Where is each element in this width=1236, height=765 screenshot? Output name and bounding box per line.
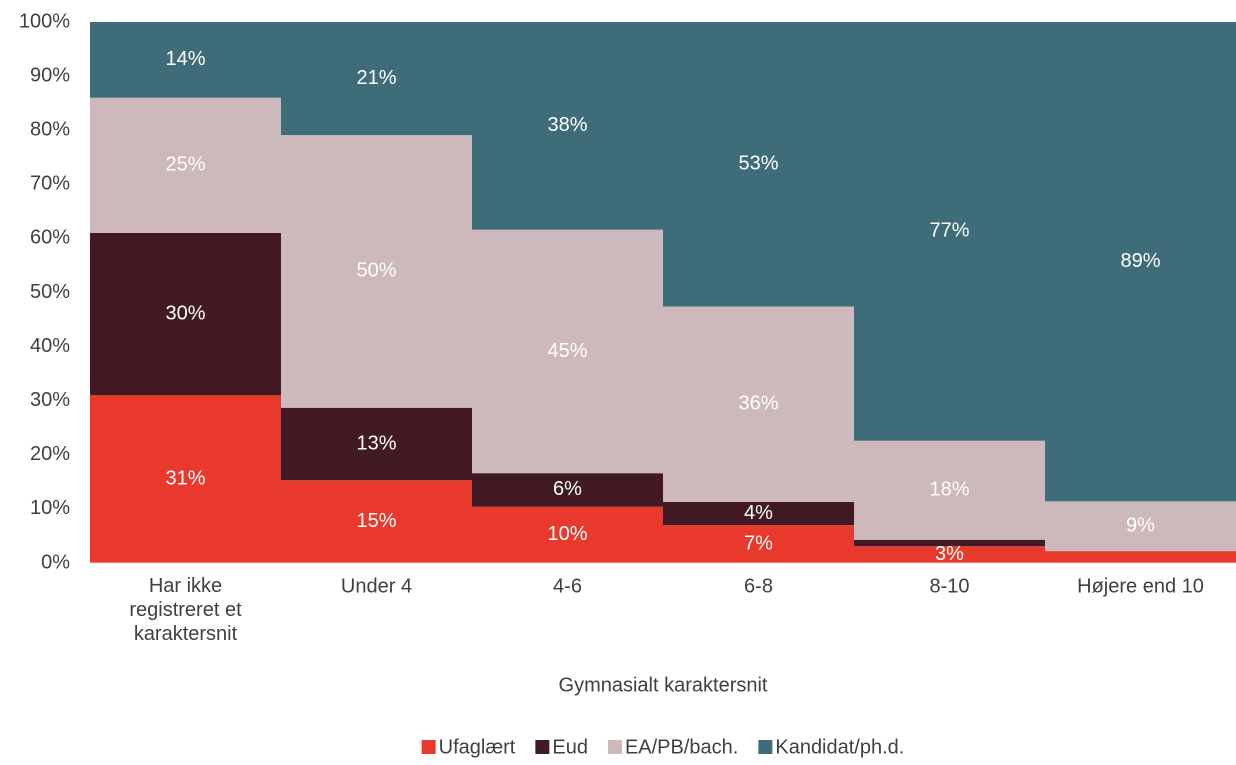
- data-label: 14%: [165, 48, 205, 70]
- bar-segment: [854, 22, 1045, 441]
- y-tick-label: 40%: [30, 335, 70, 357]
- bar-segment: [854, 440, 1045, 540]
- data-label: 38%: [547, 114, 587, 136]
- bar-segment: [472, 506, 663, 563]
- data-label: 45%: [547, 340, 587, 362]
- data-label: 13%: [356, 432, 396, 454]
- bar-segment: [1045, 551, 1236, 563]
- bar-segment: [663, 22, 854, 307]
- y-tick-label: 60%: [30, 227, 70, 249]
- data-label: 15%: [356, 510, 396, 532]
- bar-segment: [854, 546, 1045, 563]
- bar-segment: [1045, 22, 1236, 502]
- x-tick-label: Højere end 10: [1077, 575, 1204, 597]
- bar-segment: [90, 97, 281, 233]
- data-label: 31%: [165, 467, 205, 489]
- y-tick-label: 50%: [30, 281, 70, 303]
- y-tick-label: 70%: [30, 173, 70, 195]
- data-label: 50%: [356, 260, 396, 282]
- data-label: 18%: [929, 479, 969, 501]
- data-label: 10%: [547, 523, 587, 545]
- data-label: 53%: [738, 153, 778, 175]
- bar-segment: [281, 22, 472, 136]
- legend-label: Kandidat/ph.d.: [775, 736, 904, 758]
- bar-segment: [90, 395, 281, 563]
- x-tick-label: Har ikke registreret et karaktersnit: [129, 575, 242, 645]
- bar-segment: [663, 525, 854, 563]
- data-label: 36%: [738, 392, 778, 414]
- bar-segment: [281, 480, 472, 563]
- data-label: 25%: [165, 154, 205, 176]
- bar-segment: [472, 473, 663, 507]
- bar-segment: [663, 501, 854, 526]
- x-tick-label: Under 4: [341, 575, 412, 597]
- bar-segment: [281, 407, 472, 481]
- y-tick-label: 10%: [30, 497, 70, 519]
- legend-swatch: [535, 740, 550, 754]
- data-label: 30%: [165, 302, 205, 324]
- legend: Ufaglært Eud EA/PB/bach. Kandidat/ph.d.: [421, 736, 904, 758]
- legend-swatch: [758, 740, 773, 754]
- y-tick-label: 20%: [30, 443, 70, 465]
- bar-segment: [90, 22, 281, 98]
- data-label: 7%: [744, 532, 773, 554]
- data-label: 6%: [553, 478, 582, 500]
- data-label: 89%: [1120, 250, 1160, 272]
- data-label: 3%: [935, 543, 964, 565]
- data-label: 77%: [929, 220, 969, 242]
- y-tick-label: 100%: [19, 10, 70, 32]
- legend-label: Eud: [552, 736, 588, 758]
- bar-segment: [1045, 501, 1236, 552]
- data-label: 21%: [356, 67, 396, 89]
- bar-segment: [281, 135, 472, 408]
- data-label: 9%: [1126, 514, 1155, 536]
- legend-label: Ufaglært: [439, 736, 516, 758]
- bar-segment: [854, 539, 1045, 547]
- y-tick-label: 80%: [30, 118, 70, 140]
- x-tick-label: 8-10: [929, 575, 969, 597]
- legend-swatch: [421, 740, 436, 754]
- y-tick-label: 90%: [30, 64, 70, 86]
- y-tick-label: 30%: [30, 389, 70, 411]
- y-tick-label: 0%: [41, 551, 70, 573]
- legend-label: EA/PB/bach.: [625, 736, 738, 758]
- legend-swatch: [607, 740, 622, 754]
- x-tick-label: 6-8: [744, 575, 773, 597]
- bar-segment: [90, 232, 281, 396]
- bar-segment: [472, 22, 663, 230]
- x-tick-label: 4-6: [553, 575, 582, 597]
- bar-segment: [472, 229, 663, 474]
- x-axis-title: Gymnasialt karaktersnit: [559, 674, 768, 696]
- bar-segment: [663, 306, 854, 502]
- data-label: 4%: [744, 502, 773, 524]
